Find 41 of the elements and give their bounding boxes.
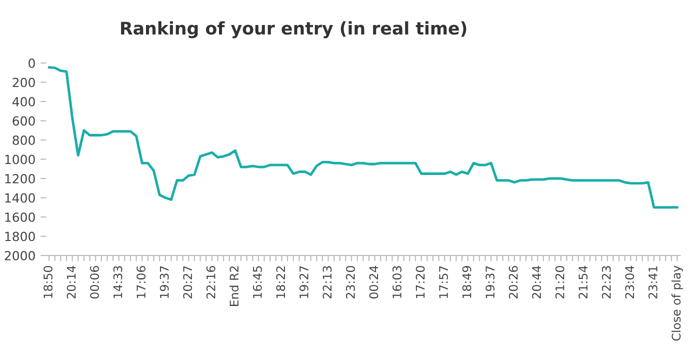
x-tick-label: 22:13	[322, 266, 332, 298]
y-tick-label: 0	[28, 58, 35, 68]
y-tick-label: 200	[12, 78, 35, 88]
x-tick-label: 00:24	[369, 266, 378, 298]
x-tick-label: 20:44	[532, 266, 542, 298]
x-tick-label: 18:49	[462, 266, 472, 298]
x-tick-label: 21:54	[578, 266, 588, 298]
y-tick-label: 1400	[5, 193, 35, 203]
y-tick-label: 600	[12, 116, 35, 126]
x-tick-label: End R2	[229, 266, 239, 306]
y-tick-label: 2000	[4, 250, 35, 260]
chart-title: Ranking of your entry (in real time)	[121, 21, 466, 38]
x-tick-label: 21:20	[555, 266, 564, 298]
x-tick-label: 18:22	[276, 266, 286, 298]
y-tick-label: 1000	[5, 154, 35, 164]
y-tick-label: 400	[12, 96, 35, 106]
x-tick-label: 00:06	[90, 266, 99, 298]
y-tick-label: 800	[12, 135, 35, 145]
x-tick-label: 17:57	[439, 266, 448, 298]
x-tick-label: 18:50	[44, 266, 52, 298]
x-tick-label: 20:14	[66, 266, 76, 298]
x-tick-label: 17:06	[136, 266, 146, 298]
x-tick-label: 23:04	[625, 266, 634, 298]
x-tick-label: 23:41	[648, 266, 658, 298]
y-tick-label: 1200	[5, 174, 35, 184]
x-tick-label: 23:20	[346, 266, 355, 298]
y-tick-label: 1800	[5, 232, 35, 242]
x-tick-label: 19:27	[299, 266, 308, 298]
x-tick-label: 22:23	[602, 266, 611, 298]
x-tick-label: Close of play	[672, 266, 683, 341]
x-tick-label: 22:16	[206, 266, 216, 298]
y-tick-label: 1600	[5, 212, 35, 222]
x-tick-label: 17:20	[416, 266, 425, 298]
x-tick-label: 16:03	[392, 266, 402, 298]
x-tick-label: 20:27	[183, 266, 192, 298]
x-tick-label: 20:26	[508, 266, 518, 298]
x-tick-label: 19:37	[160, 266, 169, 298]
x-tick-label: 14:33	[113, 266, 122, 298]
x-tick-label: 19:37	[486, 266, 495, 298]
x-tick-label: 16:45	[252, 266, 262, 298]
line-series	[48, 66, 678, 209]
